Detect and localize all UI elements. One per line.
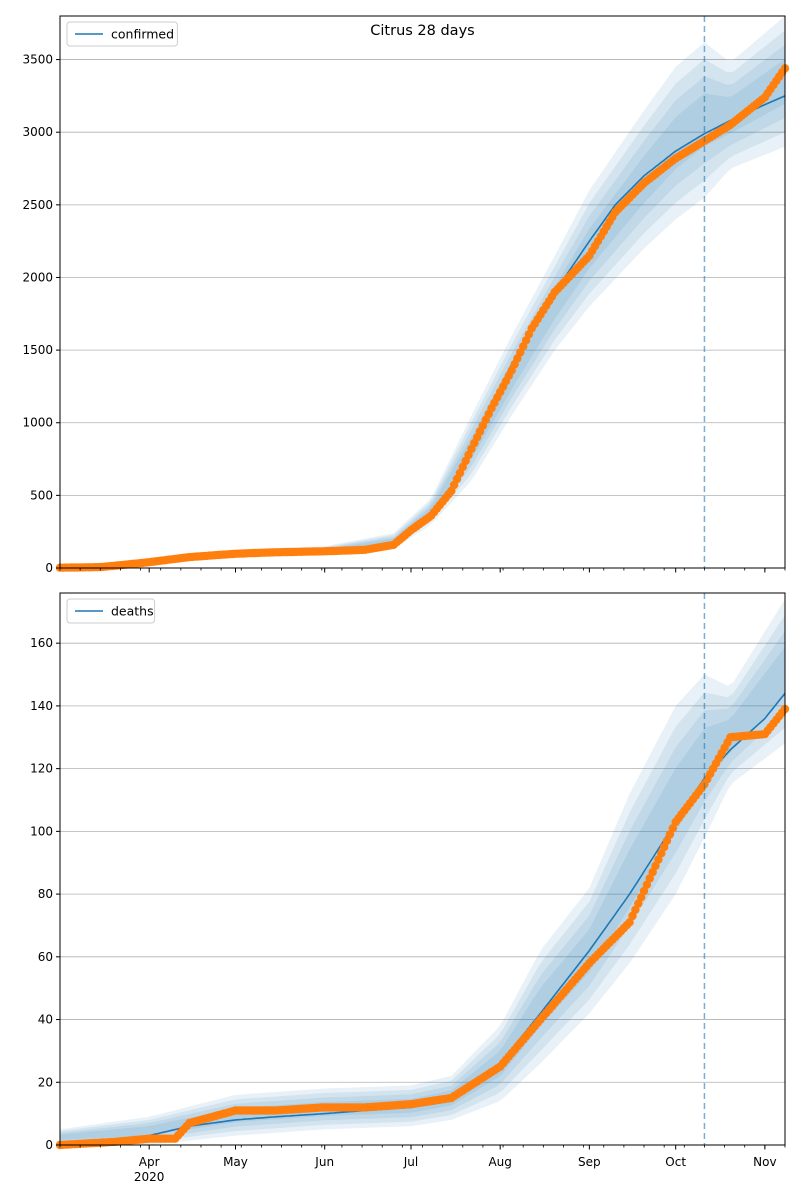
y-tick-label: 2500	[22, 198, 53, 212]
y-tick-label: 1500	[22, 343, 53, 357]
y-tick-label: 3500	[22, 53, 53, 67]
y-tick-label: 100	[30, 824, 53, 838]
x-tick-label: Apr	[139, 1155, 160, 1169]
uncertainty-band	[60, 30, 785, 568]
y-tick-label: 120	[30, 762, 53, 776]
observed-point	[654, 855, 663, 864]
observed-point	[665, 830, 675, 839]
observed-point	[662, 836, 672, 845]
legend-box	[66, 598, 156, 624]
observed-point	[642, 880, 652, 889]
uncertainty-band	[60, 44, 785, 568]
x-tick-label: Aug	[488, 1155, 511, 1169]
y-tick-label: 20	[38, 1075, 53, 1089]
y-tick-label: 60	[38, 950, 53, 964]
legend-box	[66, 21, 178, 47]
observed-point	[645, 874, 654, 883]
observed-point	[631, 905, 640, 914]
y-tick-label: 40	[38, 1013, 53, 1027]
uncertainty-band	[60, 599, 785, 1145]
uncertainty-band	[60, 59, 785, 568]
observed-point	[625, 918, 634, 927]
x-tick-label: Sep	[578, 1155, 601, 1169]
chart-title: Citrus 28 days	[370, 23, 474, 39]
y-tick-label: 0	[45, 561, 53, 575]
uncertainty-band	[60, 16, 785, 568]
uncertainty-band	[60, 631, 785, 1142]
observed-point	[639, 886, 649, 896]
x-tick-label: Nov	[753, 1155, 776, 1169]
x-tick-label: May	[223, 1155, 248, 1169]
x-tick-sublabel: 2020	[134, 1170, 165, 1184]
observed-point	[651, 861, 660, 871]
y-tick-label: 0	[45, 1138, 53, 1152]
y-tick-label: 160	[30, 636, 53, 650]
y-tick-label: 500	[30, 488, 53, 502]
x-tick-label: Jun	[314, 1155, 334, 1169]
legend-label: deaths	[111, 604, 154, 619]
x-tick-label: Oct	[665, 1155, 686, 1169]
panel-confirmed: 0 500 1000 1500 2000 2500 3000 3500 Citrus 28 da…	[22, 15, 790, 575]
observed-point	[657, 849, 666, 858]
legend-label: confirmed	[111, 27, 174, 42]
y-tick-label: 1000	[22, 416, 53, 430]
legend: deaths	[66, 598, 156, 624]
legend: confirmed	[66, 21, 178, 47]
y-tick-label: 80	[38, 887, 53, 901]
y-tick-label: 2000	[22, 270, 53, 284]
y-tick-label: 3000	[22, 125, 53, 139]
x-tick-label: Jul	[403, 1155, 418, 1169]
observed-point	[634, 899, 643, 908]
y-tick-label: 140	[30, 699, 53, 713]
